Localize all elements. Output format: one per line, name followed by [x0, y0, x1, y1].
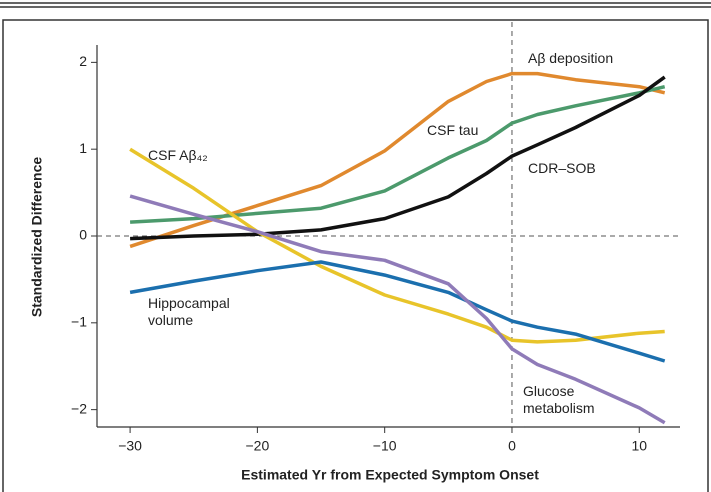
- series-line: [129, 71, 666, 249]
- series-label: CSF Aβ₄₂: [148, 147, 208, 163]
- y-tick-label: −1: [71, 314, 87, 330]
- series-label: Hippocampal volume: [148, 295, 230, 328]
- series-label: Aβ deposition: [528, 50, 614, 66]
- x-tick-label: 10: [631, 438, 647, 454]
- y-tick-label: 1: [79, 140, 87, 156]
- series-line: [130, 75, 666, 241]
- x-tick-label: −30: [118, 438, 142, 454]
- y-axis-label: Standardized Difference: [29, 157, 45, 317]
- x-tick-label: 0: [508, 438, 516, 454]
- frame: [2, 19, 709, 492]
- x-axis-label: Estimated Yr from Expected Symptom Onset: [241, 467, 539, 483]
- series-line: [130, 84, 666, 224]
- y-tick-label: 0: [79, 227, 87, 243]
- series-line: [129, 194, 666, 425]
- x-tick-label: −10: [373, 438, 397, 454]
- y-tick-label: −2: [71, 400, 87, 416]
- series-label: CSF tau: [427, 122, 479, 138]
- x-tick-label: −20: [246, 438, 270, 454]
- y-tick-label: 2: [79, 53, 87, 69]
- series-label: CDR–SOB: [528, 160, 596, 176]
- series-label: Glucose metabolism: [523, 383, 595, 416]
